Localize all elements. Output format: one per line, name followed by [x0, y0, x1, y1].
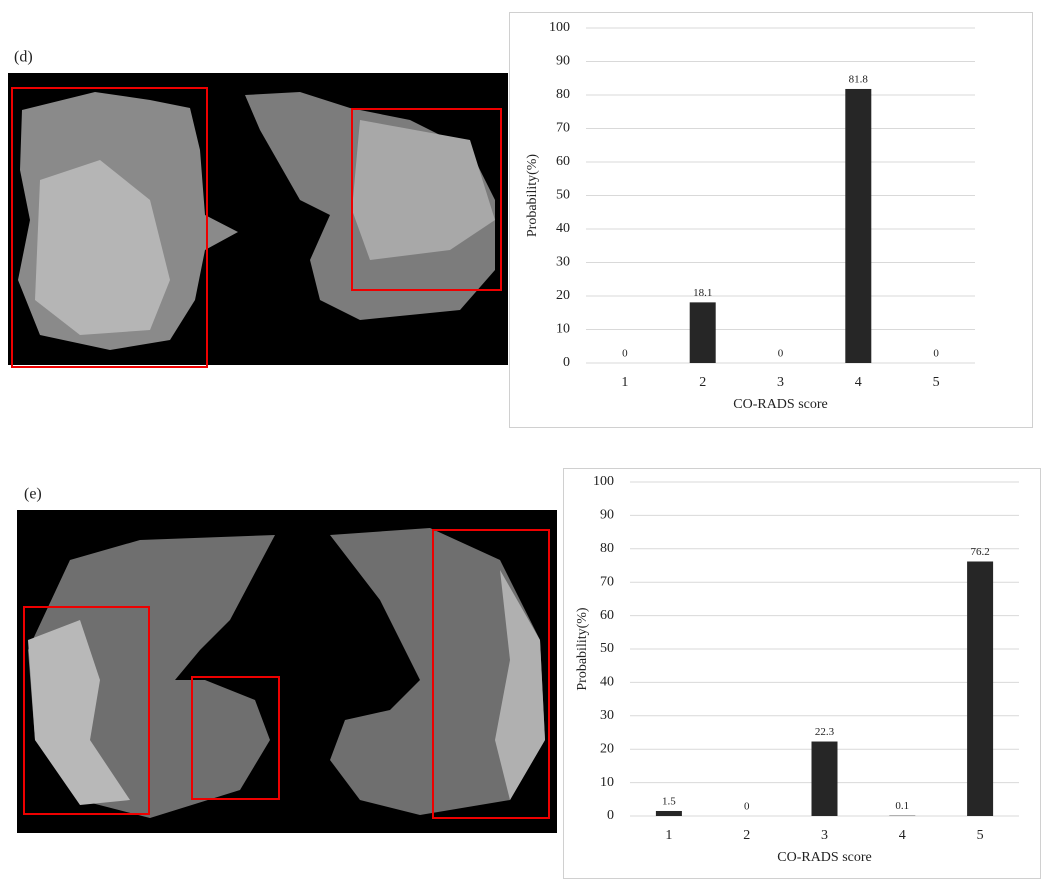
- y-tick-label: 90: [600, 508, 614, 523]
- y-tick-label: 20: [556, 288, 570, 303]
- bar: [655, 810, 682, 816]
- y-tick-label: 90: [556, 54, 570, 69]
- y-tick-label: 20: [600, 741, 614, 756]
- y-tick-label: 60: [600, 608, 614, 623]
- x-tick-label: 4: [855, 375, 862, 390]
- value-label: 1.5: [662, 796, 676, 808]
- value-label: 0.1: [895, 800, 909, 812]
- bar: [845, 88, 872, 363]
- value-label: 0: [622, 348, 628, 360]
- y-tick-label: 70: [556, 121, 570, 136]
- y-tick-label: 10: [600, 775, 614, 790]
- y-tick-label: 100: [593, 474, 614, 489]
- ct-image-e: [17, 510, 557, 833]
- x-tick-label: 5: [933, 375, 940, 390]
- x-tick-label: 2: [743, 828, 750, 843]
- y-axis-label: Probability(%): [525, 154, 540, 238]
- value-label: 81.8: [849, 74, 869, 86]
- x-tick-label: 5: [977, 828, 984, 843]
- x-tick-label: 1: [665, 828, 672, 843]
- y-tick-label: 30: [600, 708, 614, 723]
- y-tick-label: 40: [556, 221, 570, 236]
- y-tick-label: 0: [607, 808, 614, 823]
- y-tick-label: 70: [600, 574, 614, 589]
- x-tick-label: 3: [777, 375, 784, 390]
- chart-frame: [563, 468, 1041, 879]
- x-axis-label: CO-RADS score: [777, 850, 872, 865]
- bar: [811, 741, 838, 816]
- y-tick-label: 50: [556, 188, 570, 203]
- ct-image-d: [8, 73, 508, 368]
- x-tick-label: 1: [621, 375, 628, 390]
- y-tick-label: 30: [556, 255, 570, 270]
- x-tick-label: 3: [821, 828, 828, 843]
- x-tick-label: 4: [899, 828, 906, 843]
- value-label: 22.3: [815, 726, 835, 738]
- panel-label: (d): [14, 49, 33, 66]
- bar: [967, 561, 994, 816]
- y-tick-label: 100: [549, 20, 570, 35]
- y-tick-label: 80: [600, 541, 614, 556]
- y-tick-label: 0: [563, 355, 570, 370]
- value-label: 0: [744, 801, 750, 813]
- y-tick-label: 80: [556, 87, 570, 102]
- y-axis-label: Probability(%): [575, 607, 590, 691]
- y-tick-label: 60: [556, 154, 570, 169]
- x-tick-label: 2: [699, 375, 706, 390]
- value-label: 0: [933, 348, 939, 360]
- value-label: 0: [778, 348, 784, 360]
- x-axis-label: CO-RADS score: [733, 397, 828, 412]
- bar: [689, 302, 716, 363]
- y-tick-label: 50: [600, 641, 614, 656]
- value-label: 18.1: [693, 287, 712, 299]
- y-tick-label: 10: [556, 322, 570, 337]
- value-label: 76.2: [970, 546, 989, 558]
- y-tick-label: 40: [600, 675, 614, 690]
- panel-label: (e): [24, 486, 42, 503]
- chart-frame: [509, 12, 1033, 428]
